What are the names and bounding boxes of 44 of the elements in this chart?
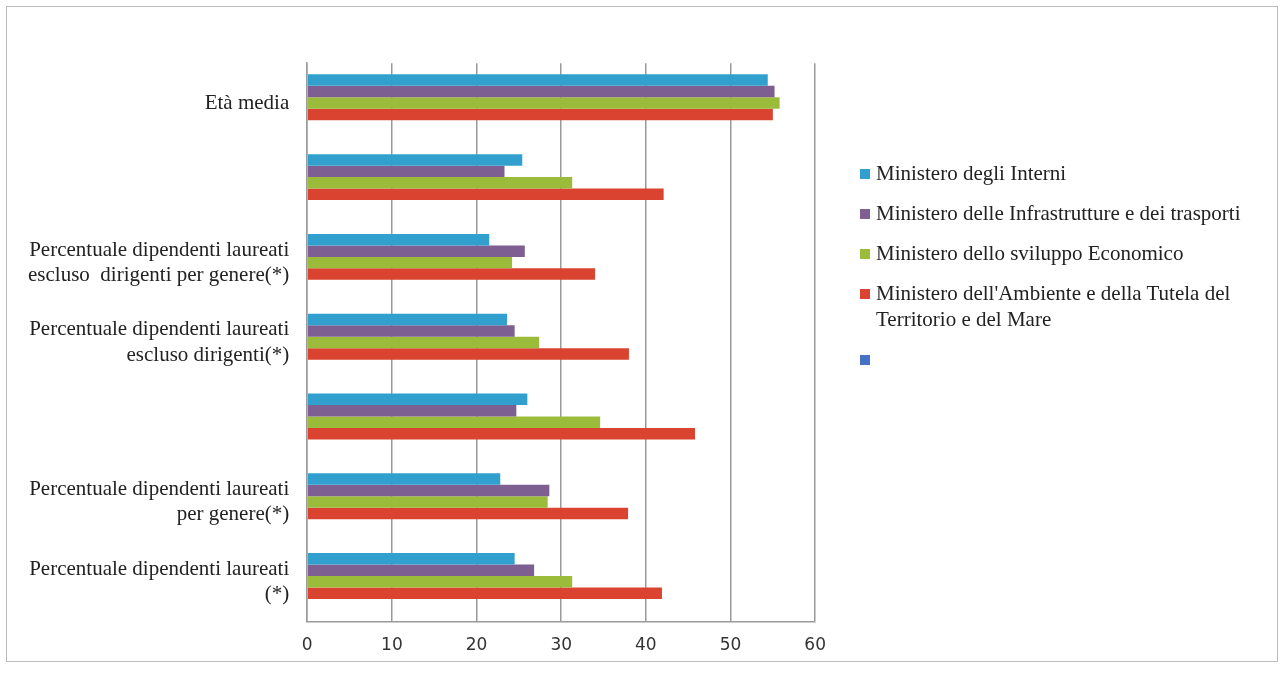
x-tick-label: 30 (550, 634, 573, 655)
bar (307, 393, 528, 405)
legend-label: Ministero degli Interni (876, 160, 1067, 186)
bar (307, 233, 490, 246)
x-tick-label: 20 (465, 634, 488, 655)
x-tick-label: 40 (635, 634, 657, 655)
bar (307, 256, 513, 269)
x-tick-label: 50 (719, 634, 742, 655)
bar (307, 245, 525, 257)
x-tick-label: 60 (804, 634, 826, 655)
bar (307, 268, 596, 280)
bar (307, 575, 573, 588)
bar (307, 416, 601, 428)
bar (307, 74, 768, 86)
bar (307, 404, 517, 417)
bar (307, 484, 550, 497)
legend-label: Ministero dello sviluppo Economico (876, 240, 1184, 266)
y-tick-label: Percentuale dipendenti laureati escluso dirigenti(*) (29, 316, 290, 366)
x-tick-label: 0 (301, 634, 313, 655)
bar (307, 97, 780, 109)
legend-label: Ministero delle Infrastrutture e dei trasporti (876, 200, 1241, 226)
bar (307, 325, 515, 337)
bar (307, 587, 662, 599)
bar (307, 427, 695, 440)
bar (307, 564, 535, 576)
y-tick-label: Percentuale dipendenti laureati escluso dirigenti per genere(*) (27, 236, 290, 286)
bar (307, 165, 505, 178)
legend-label: Ministero dell'Ambiente e della Tutela del Territorio e del Mare (876, 280, 1232, 332)
bar (307, 108, 773, 121)
bar (307, 154, 523, 166)
y-tick-label: Percentuale dipendenti laureati (*) (29, 555, 290, 605)
bar (307, 553, 515, 565)
bar (307, 507, 629, 520)
bar (307, 85, 775, 98)
bar (307, 313, 508, 326)
bar (307, 188, 664, 201)
bar (307, 496, 548, 508)
y-tick-label: Percentuale dipendenti laureati per genere(*) (29, 475, 290, 526)
bar (307, 348, 629, 360)
y-tick-label: Età media (204, 89, 290, 114)
bar (307, 177, 573, 189)
bar (307, 336, 540, 349)
x-tick-label: 10 (381, 634, 403, 655)
bar (307, 473, 501, 485)
